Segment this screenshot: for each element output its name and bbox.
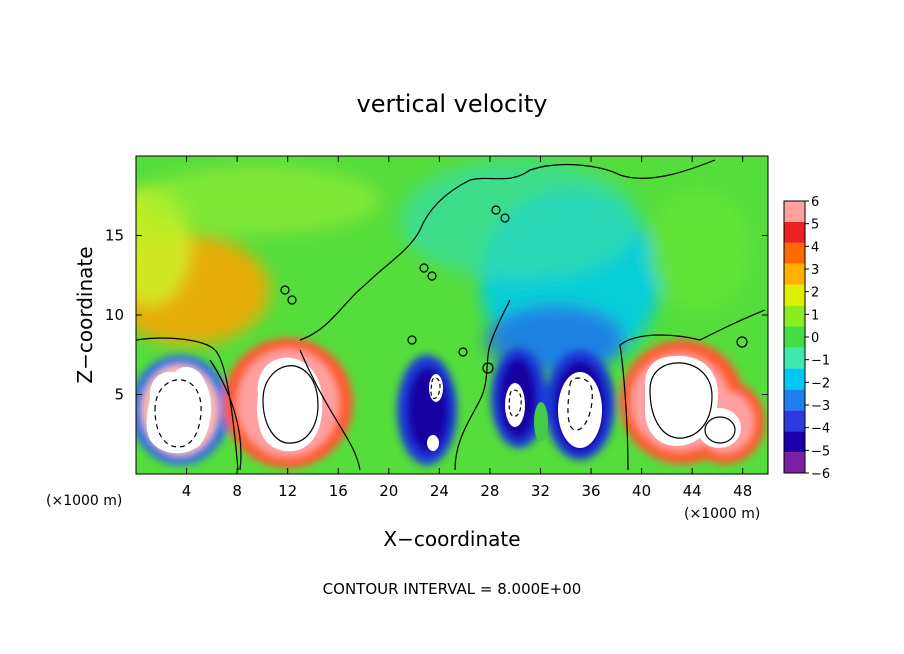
colorbar-tick-label: −6 — [811, 467, 830, 482]
x-tick-label: 4 — [182, 482, 192, 500]
heatmap-field — [136, 156, 768, 474]
colorbar-tick-label: 0 — [811, 331, 819, 346]
y-tick-label: 15 — [105, 227, 124, 245]
contour-small-3 — [419, 263, 429, 273]
colorbar-cell — [784, 221, 805, 243]
colorbar-cell — [784, 201, 805, 222]
contour-30-dashed — [508, 389, 522, 417]
contour-small-1 — [280, 285, 290, 295]
colorbar-tick-label: −5 — [811, 444, 830, 459]
contour-lines — [136, 159, 766, 471]
x-tick-label: 28 — [480, 482, 499, 500]
colorbar-tick-label: 2 — [811, 286, 819, 301]
y-axis-label: Z−coordinate — [73, 246, 97, 383]
x-tick-label: 20 — [379, 482, 398, 500]
colorbar-cell — [784, 284, 805, 306]
saturated-white-regions — [146, 355, 741, 454]
zero-contour-right — [619, 309, 766, 471]
colorbar-tick-label: −1 — [811, 354, 830, 369]
colorbar-tick-label: 6 — [811, 195, 819, 210]
x-tick-label: 32 — [531, 482, 550, 500]
contour-5-inner — [154, 379, 202, 448]
contour-35-dashed — [567, 377, 593, 431]
colorbar-cell — [784, 431, 805, 453]
colorbar-cell — [784, 347, 805, 369]
x-axis-label: X−coordinate — [383, 527, 520, 551]
colorbar-tick-label: 1 — [811, 308, 819, 323]
contour-small-4 — [427, 271, 437, 281]
y-axis-ticks: 5 10 15 — [105, 227, 768, 404]
colorbar-tick-label: 4 — [811, 240, 819, 255]
upper-left-warm-band — [136, 235, 270, 345]
zero-contour-main — [136, 159, 716, 471]
updraft-12-white — [257, 357, 323, 452]
updraft-5-white — [146, 367, 212, 454]
contour-small-5 — [482, 362, 494, 374]
x-axis-ticks: 4 8 12 16 20 24 28 32 36 40 44 48 — [182, 156, 752, 500]
top-band-yellowgreen — [140, 165, 380, 235]
contour-12-inner — [262, 365, 319, 444]
colorbar-cell — [784, 389, 805, 411]
x-tick-label: 48 — [733, 482, 752, 500]
contour-small-6 — [491, 205, 501, 215]
colorbar-cell — [784, 326, 805, 348]
contour-46-inner — [704, 416, 736, 444]
x-tick-label: 16 — [329, 482, 348, 500]
x-unit-label-left: (×1000 m) — [46, 493, 122, 509]
upper-central-teal — [400, 160, 640, 280]
x-tick-label: 24 — [430, 482, 449, 500]
x-unit-label-right: (×1000 m) — [684, 506, 760, 522]
zero-contour-central — [454, 299, 511, 471]
x-tick-label: 40 — [632, 482, 651, 500]
x-tick-label: 8 — [232, 482, 242, 500]
colorbar-cell — [784, 263, 805, 285]
chart-title: vertical velocity — [357, 90, 548, 118]
colorbar-cell — [784, 242, 805, 264]
contour-small-10 — [458, 347, 468, 357]
colorbar-tick-label: 5 — [811, 218, 819, 233]
colorbar-tick-label: −3 — [811, 399, 830, 414]
colorbar: 6 5 4 3 2 1 0 −1 −2 −3 −4 −5 −6 — [783, 195, 830, 482]
colorbar-tick-label: −2 — [811, 376, 830, 391]
x-tick-label: 12 — [278, 482, 297, 500]
contour-24-dashed — [430, 377, 441, 400]
colorbar-tick-label: −4 — [811, 422, 830, 437]
y-tick-label: 10 — [105, 306, 124, 324]
y-tick-label: 5 — [114, 386, 124, 404]
zero-contour-left — [209, 349, 361, 471]
colorbar-labels: 6 5 4 3 2 1 0 −1 −2 −3 −4 −5 −6 — [805, 195, 830, 482]
contour-small-7 — [500, 213, 510, 223]
upper-right-green — [650, 190, 750, 310]
colorbar-cell — [784, 410, 805, 432]
contour-42-inner — [649, 362, 713, 439]
colorbar-cell — [784, 368, 805, 390]
contour-small-2 — [287, 295, 297, 305]
contour-small-8 — [736, 336, 748, 348]
downdraft-24-white-b — [427, 435, 439, 451]
colorbar-cell — [784, 452, 805, 473]
x-tick-label: 44 — [683, 482, 702, 500]
contour-small-9 — [407, 335, 417, 345]
x-tick-label: 36 — [581, 482, 600, 500]
contour-interval-footer: CONTOUR INTERVAL = 8.000E+00 — [323, 580, 582, 598]
green-gap-33 — [534, 402, 548, 442]
colorbar-cells — [784, 201, 805, 473]
downdraft-35-white — [558, 372, 602, 448]
colorbar-tick-label: 3 — [811, 263, 819, 278]
colorbar-cell — [784, 305, 805, 327]
